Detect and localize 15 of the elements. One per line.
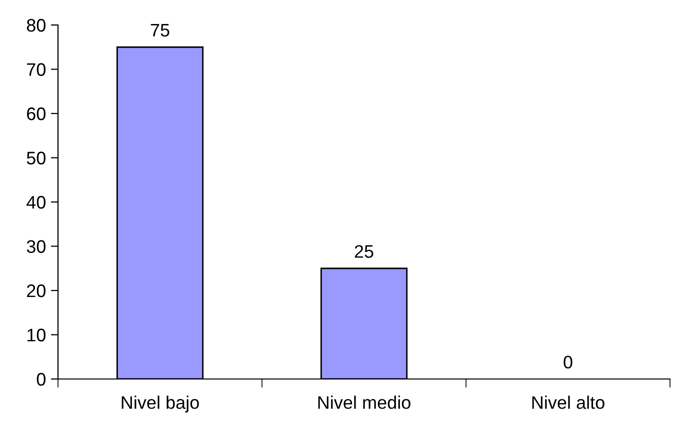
x-tick-label: Nivel bajo (122, 396, 199, 412)
y-tick-label: 30 (26, 240, 46, 253)
x-tick-label: Nivel alto (532, 396, 604, 409)
y-tick-label: 20 (27, 284, 46, 298)
data-label: 75 (150, 24, 170, 37)
data-label: 0 (564, 356, 572, 368)
y-tick-label: 80 (26, 18, 46, 32)
x-tick-label: Nivel medio (318, 396, 410, 409)
y-tick-label: 60 (27, 107, 46, 120)
y-tick-label: 40 (26, 196, 46, 209)
y-tick-label: 70 (27, 63, 46, 76)
y-tick-label: 0 (36, 372, 46, 386)
data-label: 25 (354, 245, 374, 258)
y-tick-label: 10 (27, 328, 46, 342)
y-tick-label: 50 (26, 152, 46, 164)
